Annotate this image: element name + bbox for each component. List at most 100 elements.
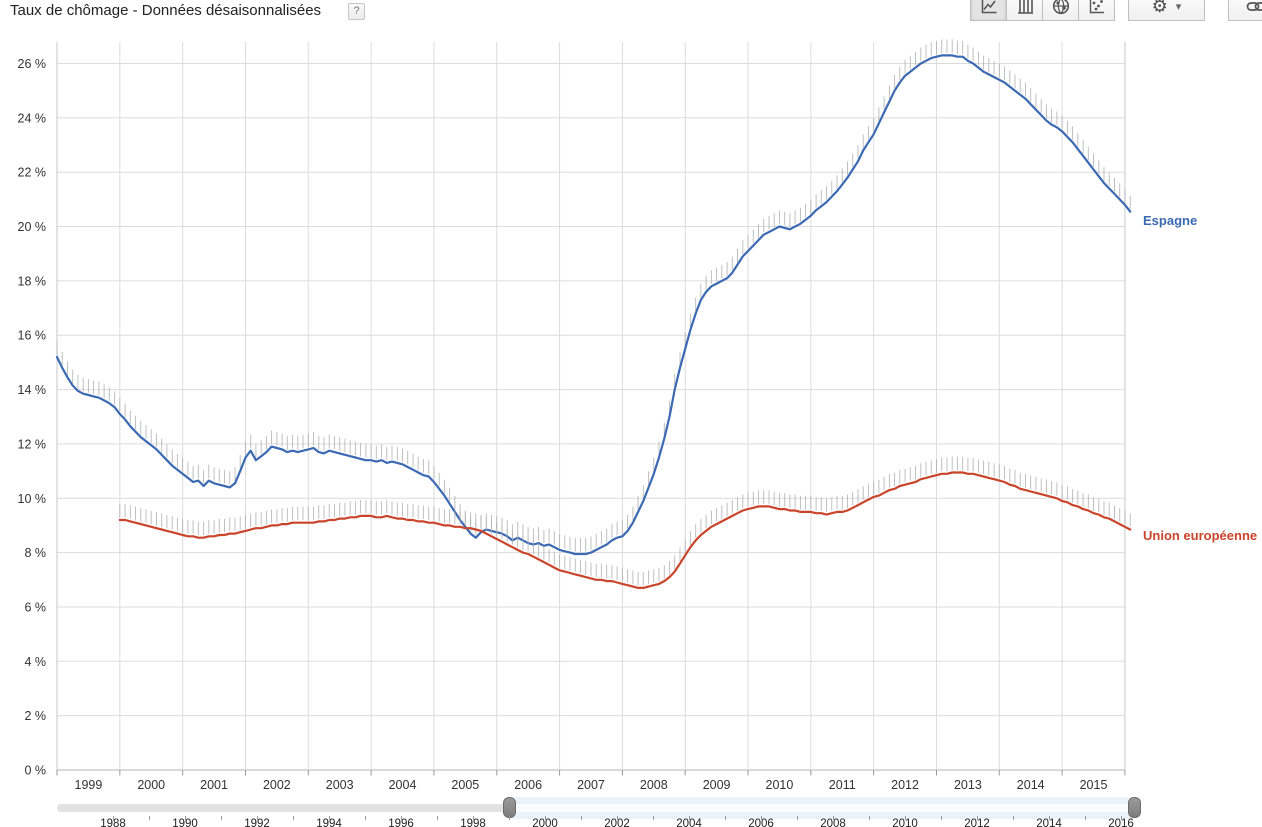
timeline-right-handle[interactable] [1127, 797, 1141, 818]
timeline-year-label: 2016 [1108, 818, 1134, 827]
x-tick-label: 2000 [137, 778, 165, 792]
settings-button[interactable]: ⚙ ▾ [1128, 0, 1205, 21]
timeline-year-label: 2008 [820, 818, 846, 827]
x-tick-label: 2013 [954, 778, 982, 792]
timeline-year-label: 1998 [460, 818, 486, 827]
timeline-tick [293, 816, 294, 820]
timeline-tick [581, 816, 582, 820]
x-tick-label: 2007 [577, 778, 605, 792]
chevron-down-icon: ▾ [1175, 0, 1182, 13]
timeline-tick [1049, 816, 1050, 820]
timeline-tick [761, 816, 762, 820]
x-tick-label: 2012 [891, 778, 919, 792]
help-button[interactable]: ? [348, 3, 365, 20]
timeline-track-selected[interactable] [509, 804, 1134, 812]
timeline-year-label: 2004 [676, 818, 702, 827]
timeline-year-label: 2012 [964, 818, 990, 827]
series-line-espagne [55, 54, 1132, 556]
x-tick-label: 2010 [766, 778, 794, 792]
page-title: Taux de chômage - Données désaisonnalisé… [10, 2, 322, 19]
timeline-tick [113, 816, 114, 820]
timeline-tick [1121, 816, 1122, 820]
timeline-year-label: 1988 [100, 818, 126, 827]
y-tick-label: 14 % [18, 383, 47, 397]
timeline-year-label: 2000 [532, 818, 558, 827]
y-tick-label: 2 % [24, 709, 46, 723]
gear-icon: ⚙ [1151, 0, 1168, 17]
timeline-year-label: 1994 [316, 818, 342, 827]
line-chart-icon [980, 0, 998, 15]
bar-chart-icon [1016, 0, 1034, 15]
timeline-tick [1013, 816, 1014, 820]
timeline-tick [545, 816, 546, 820]
x-tick-label: 2009 [703, 778, 731, 792]
y-tick-label: 18 % [18, 274, 47, 288]
y-tick-label: 0 % [24, 764, 46, 778]
timeline-year-label: 2010 [892, 818, 918, 827]
y-tick-label: 4 % [24, 655, 46, 669]
timeline-tick [185, 816, 186, 820]
timeline-tick [833, 816, 834, 820]
x-tick-label: 2014 [1017, 778, 1045, 792]
timeline-tick [977, 816, 978, 820]
x-tick-label: 2015 [1080, 778, 1108, 792]
timeline-year-label: 2006 [748, 818, 774, 827]
y-tick-label: 24 % [18, 111, 47, 125]
globe-icon [1052, 0, 1070, 15]
timeline-tick [509, 816, 510, 820]
scatter-chart-button[interactable] [1078, 0, 1115, 21]
y-tick-label: 26 % [18, 57, 47, 71]
bar-chart-button[interactable] [1006, 0, 1043, 21]
timeline-tick [1085, 816, 1086, 820]
x-tick-label: 1999 [75, 778, 103, 792]
series-label-union-europeenne: Union européenne [1143, 528, 1258, 543]
timeline-tick [653, 816, 654, 820]
x-tick-label: 2002 [263, 778, 291, 792]
timeline-tick [365, 816, 366, 820]
timeline-tick [437, 816, 438, 820]
timeline-tick [617, 816, 618, 820]
timeline-tick [401, 816, 402, 820]
y-tick-label: 8 % [24, 546, 46, 560]
timeline-tick [725, 816, 726, 820]
point-tick-marks [56, 39, 1131, 552]
link-icon [1246, 0, 1262, 14]
y-tick-label: 6 % [24, 600, 46, 614]
series-line-union-europeenne [118, 471, 1132, 589]
timeline-tick [329, 816, 330, 820]
timeline-year-label: 1992 [244, 818, 270, 827]
share-link-button[interactable] [1228, 0, 1262, 21]
timeline-tick [869, 816, 870, 820]
timeline-slider: 1988 1990 1992 1994 1996 1998 2000 2002 2004 2006… [0, 797, 1262, 827]
timeline-tick [149, 816, 150, 820]
map-chart-button[interactable] [1042, 0, 1079, 21]
x-tick-label: 2001 [200, 778, 228, 792]
x-tick-label: 2011 [829, 778, 856, 792]
timeline-tick [473, 816, 474, 820]
timeline-tick [689, 816, 690, 820]
timeline-year-label: 1996 [388, 818, 414, 827]
timeline-tick [905, 816, 906, 820]
y-tick-label: 20 % [18, 220, 47, 234]
y-tick-label: 22 % [18, 166, 47, 180]
unemployment-line-chart: 0 % 2 % 4 % 6 % 8 % 10 % 12 % 14 % 16 % 18 % 20 % 2… [18, 39, 1132, 792]
timeline-year-label: 1990 [172, 818, 198, 827]
x-tick-label: 2004 [389, 778, 417, 792]
timeline-tick [797, 816, 798, 820]
timeline-tick [221, 816, 222, 820]
timeline-year-label: 2014 [1036, 818, 1062, 827]
y-tick-label: 10 % [18, 492, 47, 506]
series-label-espagne: Espagne [1143, 213, 1198, 228]
point-tick-marks [119, 456, 1131, 586]
y-tick-label: 16 % [18, 329, 47, 343]
timeline-year-label: 2002 [604, 818, 630, 827]
y-tick-label: 12 % [18, 437, 47, 451]
timeline-tick [257, 816, 258, 820]
x-tick-label: 2006 [514, 778, 542, 792]
timeline-left-handle[interactable] [503, 797, 516, 818]
scatter-icon [1088, 0, 1106, 15]
x-tick-label: 2003 [326, 778, 354, 792]
x-tick-label: 2008 [640, 778, 668, 792]
timeline-tick [941, 816, 942, 820]
